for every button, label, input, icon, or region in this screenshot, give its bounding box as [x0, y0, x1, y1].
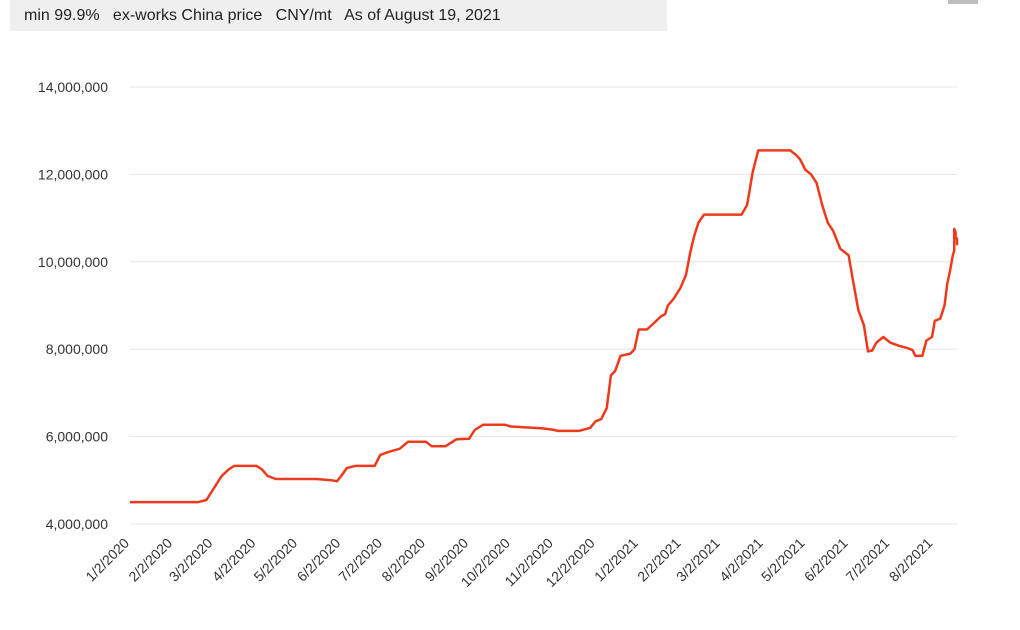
gridlines — [130, 86, 957, 525]
chart-subtitle: min 99.9% ex-works China price CNY/mt As… — [24, 6, 501, 24]
chart-subtitle-bar: min 99.9% ex-works China price CNY/mt As… — [10, 0, 667, 31]
y-axis-labels: 4,000,000 6,000,000 8,000,000 10,000,000 12,… — [38, 79, 108, 532]
series-lines — [130, 149, 959, 504]
x-tick-label: 3/2/2021 — [673, 535, 723, 585]
series-line-0 — [130, 149, 959, 504]
y-tick-label: 4,000,000 — [46, 516, 108, 532]
y-tick-label: 10,000,000 — [38, 254, 108, 270]
corner-mark — [948, 0, 978, 4]
x-tick-label: 8/2/2020 — [378, 535, 428, 585]
x-tick-label: 8/2/2021 — [886, 535, 936, 585]
x-tick-label: 7/2/2020 — [335, 535, 385, 585]
y-tick-label: 12,000,000 — [38, 166, 108, 182]
x-tick-label: 5/2/2021 — [758, 535, 808, 585]
x-tick-label: 4/2/2021 — [716, 535, 766, 585]
x-tick-label: 4/2/2020 — [209, 535, 259, 585]
x-tick-label: 6/2/2020 — [294, 535, 344, 585]
x-tick-label: 1/2/2021 — [591, 535, 641, 585]
x-tick-label: 7/2/2021 — [843, 535, 893, 585]
x-axis-labels: 1/2/20202/2/20203/2/20204/2/20205/2/2020… — [82, 535, 935, 591]
x-tick-label: 1/2/2020 — [82, 535, 132, 585]
x-tick-label: 2/2/2020 — [125, 535, 175, 585]
x-tick-label: 5/2/2020 — [250, 535, 300, 585]
y-tick-label: 6,000,000 — [46, 429, 108, 445]
y-tick-label: 8,000,000 — [46, 341, 108, 357]
x-tick-label: 6/2/2021 — [801, 535, 851, 585]
y-tick-label: 14,000,000 — [38, 79, 108, 95]
x-tick-label: 3/2/2020 — [166, 535, 216, 585]
